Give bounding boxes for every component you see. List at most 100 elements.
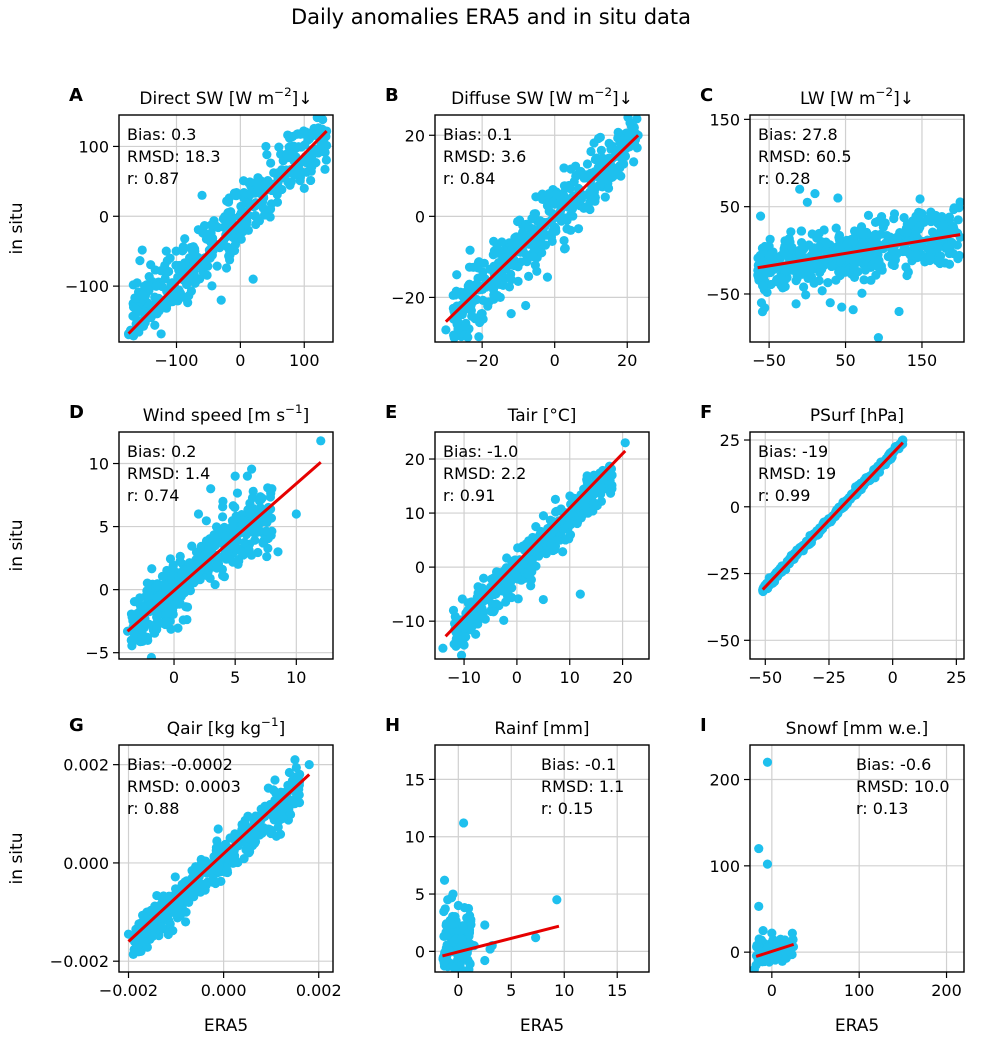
data-point [321, 155, 331, 165]
data-point [209, 538, 219, 548]
data-point [859, 275, 869, 285]
data-point [550, 494, 561, 504]
data-point [477, 583, 487, 593]
panel-title: PSurf [hPa] [810, 406, 904, 426]
data-point [552, 895, 562, 905]
y-tick-label: −0.002 [50, 952, 109, 971]
regression-line [127, 130, 328, 335]
data-point [899, 212, 909, 223]
data-point [293, 168, 303, 178]
x-tick-label: 50 [835, 351, 855, 370]
data-point [788, 265, 798, 275]
data-point [146, 260, 156, 270]
data-point [846, 254, 856, 264]
data-point [604, 138, 614, 148]
data-point [283, 780, 293, 790]
data-point [751, 960, 761, 970]
x-tick-label: 150 [907, 351, 938, 370]
stat-bias: Bias: -1.0 [443, 442, 518, 461]
data-point [513, 276, 523, 286]
data-point [150, 292, 160, 302]
data-point [304, 760, 314, 770]
data-point [531, 192, 541, 202]
data-point [825, 298, 835, 308]
stat-rmsd: RMSD: 1.4 [127, 464, 210, 483]
y-tick-label: 0 [99, 581, 109, 600]
data-point [562, 224, 572, 234]
data-point [131, 293, 141, 303]
data-point [448, 290, 458, 300]
data-point [589, 138, 599, 148]
data-point [135, 256, 145, 266]
data-point [860, 265, 871, 275]
data-point [150, 628, 160, 638]
stat-r: r: 0.87 [127, 169, 179, 188]
data-point [221, 531, 231, 541]
data-point [459, 818, 469, 828]
data-point [242, 471, 252, 481]
scatter-points [438, 818, 562, 972]
axes-frame [118, 431, 334, 660]
data-point [261, 141, 271, 152]
data-point [197, 879, 207, 889]
data-point [229, 857, 239, 867]
data-point [290, 799, 300, 809]
data-point [216, 295, 226, 305]
data-point [831, 275, 841, 285]
data-point [600, 170, 611, 180]
axes-frame [118, 114, 334, 343]
y-tick-label: 10 [405, 504, 425, 523]
data-point [762, 859, 773, 869]
y-axis-label: in situ [7, 203, 27, 255]
data-point [146, 312, 156, 323]
data-point [529, 209, 539, 219]
data-point [898, 435, 908, 445]
x-tick-label: 0 [888, 668, 898, 687]
data-point [150, 901, 160, 911]
data-point [213, 824, 223, 834]
data-point [791, 299, 801, 309]
panel-title: Qair [kg kg−1] [167, 715, 285, 739]
data-point [246, 550, 257, 560]
data-point [152, 580, 163, 591]
data-point [765, 234, 775, 244]
data-point [239, 537, 250, 548]
x-tick-label: 0 [512, 668, 522, 687]
data-point [232, 488, 243, 498]
data-point [827, 261, 837, 272]
data-point [207, 877, 217, 887]
panel-title: Snowf [mm w.e.] [786, 719, 929, 739]
data-point [758, 257, 769, 267]
axes-frame [749, 431, 965, 660]
data-point [245, 498, 255, 508]
data-point [159, 302, 169, 312]
axes-frame [749, 744, 965, 973]
regression-line [755, 942, 795, 958]
data-point [512, 238, 522, 248]
data-point [265, 212, 275, 222]
data-point [760, 241, 770, 252]
data-point [225, 246, 235, 256]
data-point [863, 210, 874, 221]
data-point [131, 304, 141, 314]
data-point [160, 619, 170, 630]
data-point [441, 325, 451, 335]
x-axis-label: ERA5 [835, 1016, 879, 1036]
data-point [180, 234, 190, 244]
data-point [887, 245, 898, 255]
x-tick-label: 0 [453, 981, 463, 1000]
data-point [507, 592, 517, 603]
data-point [804, 265, 814, 276]
data-point [835, 242, 845, 252]
data-point [438, 643, 448, 653]
data-point [632, 115, 642, 124]
data-point [547, 236, 557, 246]
data-point [171, 260, 181, 270]
panel-letter: D [69, 402, 84, 423]
data-point [873, 216, 883, 226]
data-point [559, 163, 569, 173]
data-point [156, 329, 166, 339]
data-point [949, 225, 959, 235]
data-point [289, 142, 300, 152]
data-point [157, 922, 167, 932]
